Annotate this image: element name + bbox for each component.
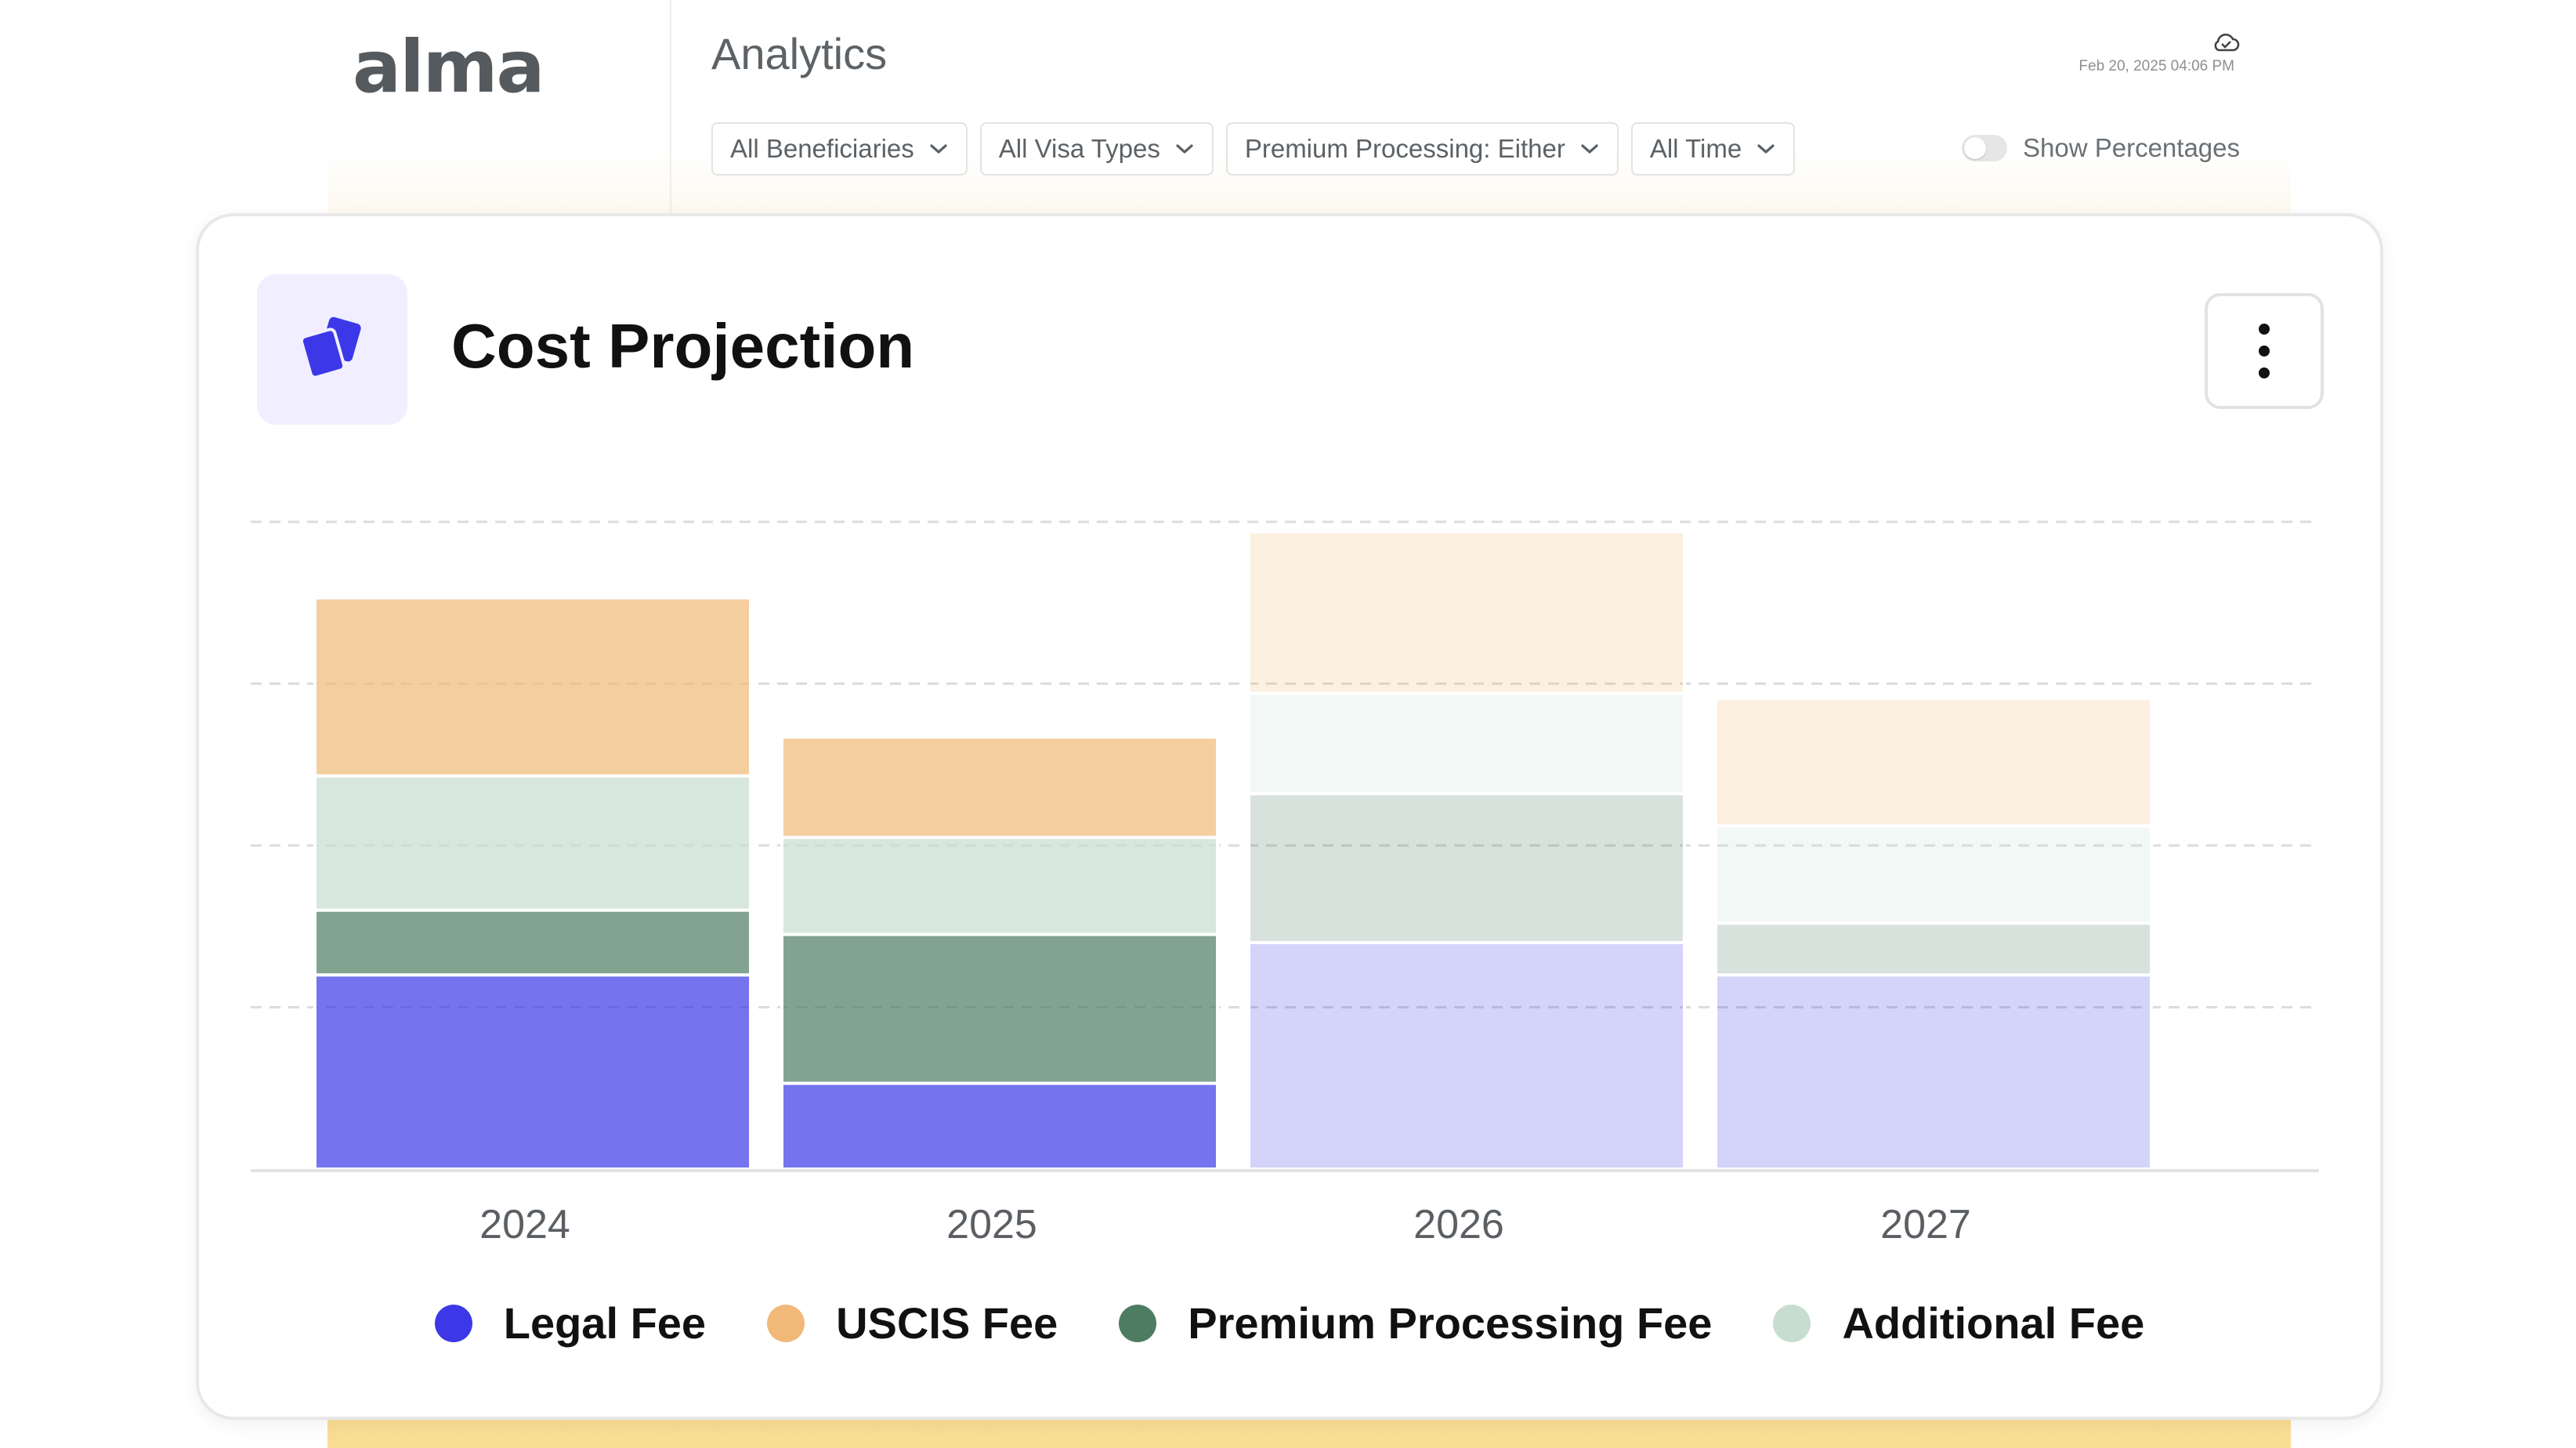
x-tick-label: 2024 [479,1202,570,1247]
show-percentages-label: Show Percentages [2023,133,2241,162]
legend-item[interactable]: Legal Fee [434,1298,707,1348]
legend-swatch [434,1304,472,1342]
filter-label: All Visa Types [998,134,1160,163]
beneficiaries-filter-dropdown[interactable]: All Beneficiaries [711,122,968,176]
bar-segment-2024-premium-processing-fee [313,908,752,977]
cards-icon [299,317,361,379]
legend-label: Additional Fee [1842,1298,2145,1348]
chart-legend: Legal Fee USCIS Fee Premium Processing Fee… [199,1298,2380,1348]
chevron-down-icon [1581,144,1598,154]
legend-item[interactable]: USCIS Fee [767,1298,1058,1348]
bar-segment-2026-legal-fee [1247,940,1686,1171]
bar-segment-2025-additional-fee [780,835,1219,936]
chevron-down-icon [1176,144,1193,154]
legend-swatch [767,1304,805,1342]
x-tick-label: 2027 [1880,1202,1971,1247]
filter-label: Premium Processing: Either [1244,134,1565,163]
x-tick-label: 2026 [1413,1202,1504,1247]
bar-segment-2025-uscis-fee [780,735,1219,839]
time-range-filter-dropdown[interactable]: All Time [1630,122,1796,176]
alma-logo[interactable]: alma [353,25,545,109]
bar-segment-2024-uscis-fee [313,596,752,778]
visa-types-filter-dropdown[interactable]: All Visa Types [979,122,1214,176]
last-updated-timestamp: Feb 20, 2025 04:06 PM [2079,58,2234,74]
legend-label: USCIS Fee [836,1298,1058,1348]
bar-segment-2026-uscis-fee [1247,530,1686,695]
cost-projection-chart: 2024 2025 2026 2027 [251,520,2319,1247]
cloud-sync-icon[interactable] [2211,31,2241,53]
sidebar-divider [670,0,671,219]
bar-segment-2027-additional-fee [1714,824,2153,925]
bar-segment-2027-premium-processing-fee [1714,921,2153,977]
filter-label: All Beneficiaries [730,134,914,163]
more-options-button[interactable] [2205,293,2324,409]
legend-label: Premium Processing Fee [1188,1298,1713,1348]
premium-processing-filter-dropdown[interactable]: Premium Processing: Either [1225,122,1619,176]
page-title: Analytics [711,29,888,78]
cost-projection-card: Cost Projection 2024 2025 2026 2027 Legal F… [196,213,2383,1420]
chevron-down-icon [930,144,947,154]
card-icon-container [257,274,407,425]
bar-segment-2026-additional-fee [1247,691,1686,795]
toggle-knob [1964,137,1986,159]
card-title: Cost Projection [451,311,915,381]
chevron-down-icon [1757,144,1775,154]
kebab-menu-icon [2259,324,2270,378]
bar-segment-2024-additional-fee [313,774,752,912]
bar-segment-2025-legal-fee [780,1081,1219,1171]
legend-swatch [1119,1304,1157,1342]
show-percentages-control: Show Percentages [1962,133,2240,163]
legend-item[interactable]: Additional Fee [1773,1298,2144,1348]
bar-segment-2027-uscis-fee [1714,697,2153,828]
x-tick-label: 2025 [946,1202,1037,1247]
bar-segment-2026-premium-processing-fee [1247,791,1686,944]
legend-item[interactable]: Premium Processing Fee [1119,1298,1712,1348]
bar-segment-2024-legal-fee [313,973,752,1171]
bar-segment-2027-legal-fee [1714,973,2153,1171]
bar-segment-2025-premium-processing-fee [780,932,1219,1085]
show-percentages-toggle[interactable] [1962,135,2007,161]
legend-swatch [1773,1304,1811,1342]
legend-label: Legal Fee [503,1298,707,1348]
filter-label: All Time [1649,134,1742,163]
filter-bar: All Beneficiaries All Visa Types Premium… [711,122,1796,176]
